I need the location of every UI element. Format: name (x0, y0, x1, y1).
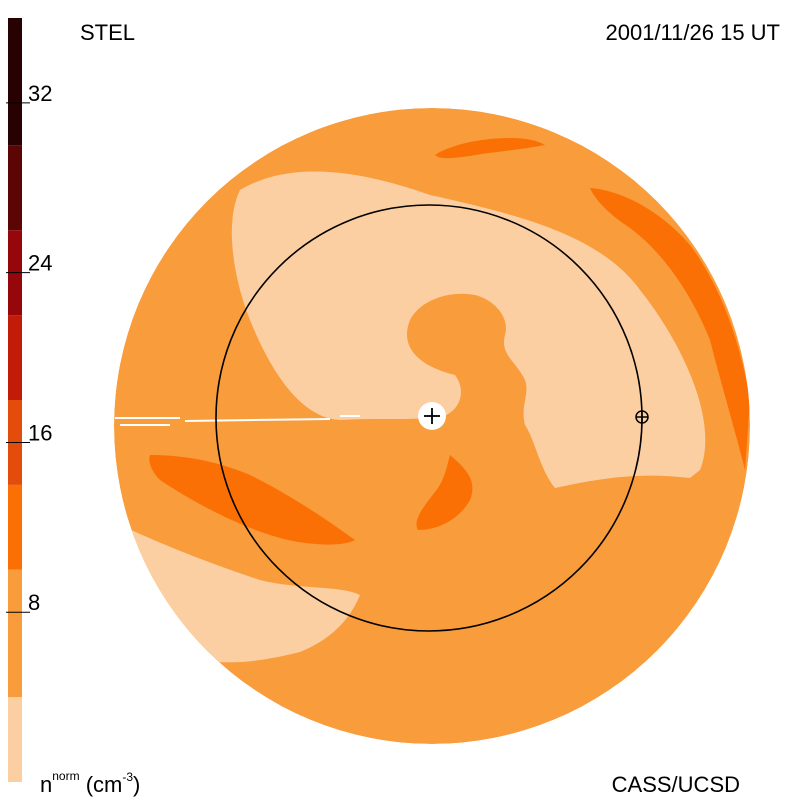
colorbar-tick-label: 32 (28, 81, 52, 106)
colorbar-band-7 (8, 18, 22, 146)
sun-marker (418, 402, 446, 430)
colorbar-tick-label: 24 (28, 251, 52, 276)
low-density-region-main (231, 171, 706, 488)
high-density-streamer-right (590, 188, 750, 470)
colorbar-ticks: 8 16 24 32 (6, 81, 52, 615)
colorbar-band-1 (8, 569, 22, 698)
colorbar-band-0 (8, 697, 22, 782)
high-density-streamer-left (149, 455, 355, 545)
colorbar-band-2 (8, 484, 22, 570)
colorbar-tick-label: 8 (28, 590, 40, 615)
colorbar-band-4 (8, 315, 22, 400)
colorbar-unit-label: nnorm (cm-3) (40, 769, 140, 797)
source-label: STEL (80, 20, 135, 45)
colorbar-tick-label: 16 (28, 420, 52, 445)
high-density-streamer-top (435, 138, 545, 159)
credit-label: CASS/UCSD (612, 772, 740, 797)
colorbar (8, 18, 22, 782)
high-density-streamer-center (416, 455, 473, 530)
datetime-label: 2001/11/26 15 UT (606, 20, 781, 45)
colorbar-band-6 (8, 145, 22, 231)
earth-marker (635, 410, 649, 424)
data-gap-streak (115, 415, 360, 426)
